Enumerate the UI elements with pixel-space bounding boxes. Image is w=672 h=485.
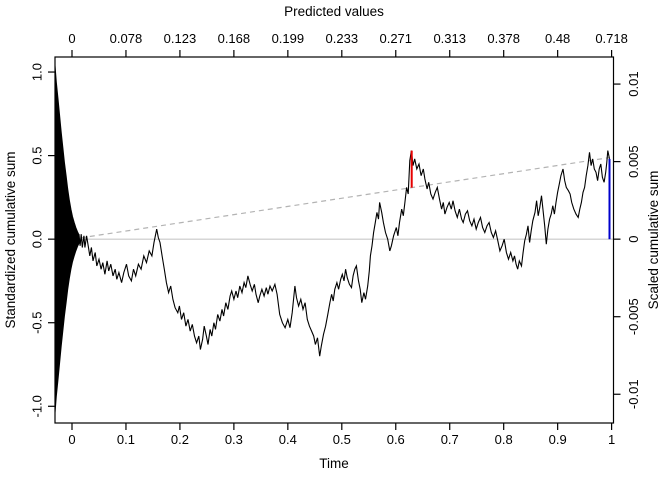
left-tick-label: -0.5: [30, 312, 45, 334]
bottom-tick-label: 0: [68, 432, 75, 447]
bottom-tick-label: 0.4: [279, 432, 297, 447]
top-tick-label: 0.078: [110, 31, 143, 46]
bottom-tick-label: 0.3: [225, 432, 243, 447]
standardized-cusum-walk: [78, 150, 611, 357]
top-tick-label: 0.199: [272, 31, 305, 46]
top-tick-label: 0.718: [595, 31, 628, 46]
bottom-tick-label: 0.9: [549, 432, 567, 447]
bottom-tick-label: 0.5: [333, 432, 351, 447]
left-tick-label: 0.0: [30, 230, 45, 248]
bottom-axis-title: Time: [319, 456, 349, 471]
top-tick-label: 0.168: [218, 31, 251, 46]
bottom-tick-label: 0.7: [441, 432, 459, 447]
top-tick-label: 0.271: [379, 31, 412, 46]
trend-line-start-to-end: [71, 157, 610, 240]
top-tick-label: 0.378: [487, 31, 520, 46]
top-axis-title: Predicted values: [284, 4, 384, 19]
left-tick-label: -1.0: [30, 395, 45, 417]
left-tick-label: 0.5: [30, 147, 45, 165]
bottom-tick-label: 0.6: [387, 432, 405, 447]
top-tick-label: 0.313: [433, 31, 466, 46]
top-tick-label: 0: [68, 31, 75, 46]
bottom-tick-label: 0.8: [495, 432, 513, 447]
right-tick-label: -0.01: [626, 379, 641, 409]
right-axis-title: Scaled cumulative sum: [646, 171, 661, 310]
right-tick-label: 0.01: [626, 71, 641, 96]
right-tick-label: 0: [626, 236, 641, 243]
bottom-tick-label: 0.2: [171, 432, 189, 447]
top-tick-label: 0.233: [326, 31, 359, 46]
initial-oscillation-envelope: [54, 65, 80, 414]
right-tick-label: -0.005: [626, 298, 641, 335]
series-layer: [54, 65, 614, 414]
right-tick-label: 0.005: [626, 145, 641, 178]
left-tick-label: 1.0: [30, 63, 45, 81]
bottom-tick-label: 1: [608, 432, 615, 447]
top-tick-label: 0.123: [164, 31, 197, 46]
left-axis-title: Standardized cumulative sum: [3, 151, 18, 328]
bottom-tick-label: 0.1: [117, 432, 135, 447]
plot-box: [54, 56, 615, 424]
top-tick-label: 0.48: [545, 31, 570, 46]
axis-layer: 0 0.1 0.2 0.3 0.4 0.5 0.6 0.7 0.8 0.9 1 0 0.078 0.123…: [30, 31, 642, 447]
